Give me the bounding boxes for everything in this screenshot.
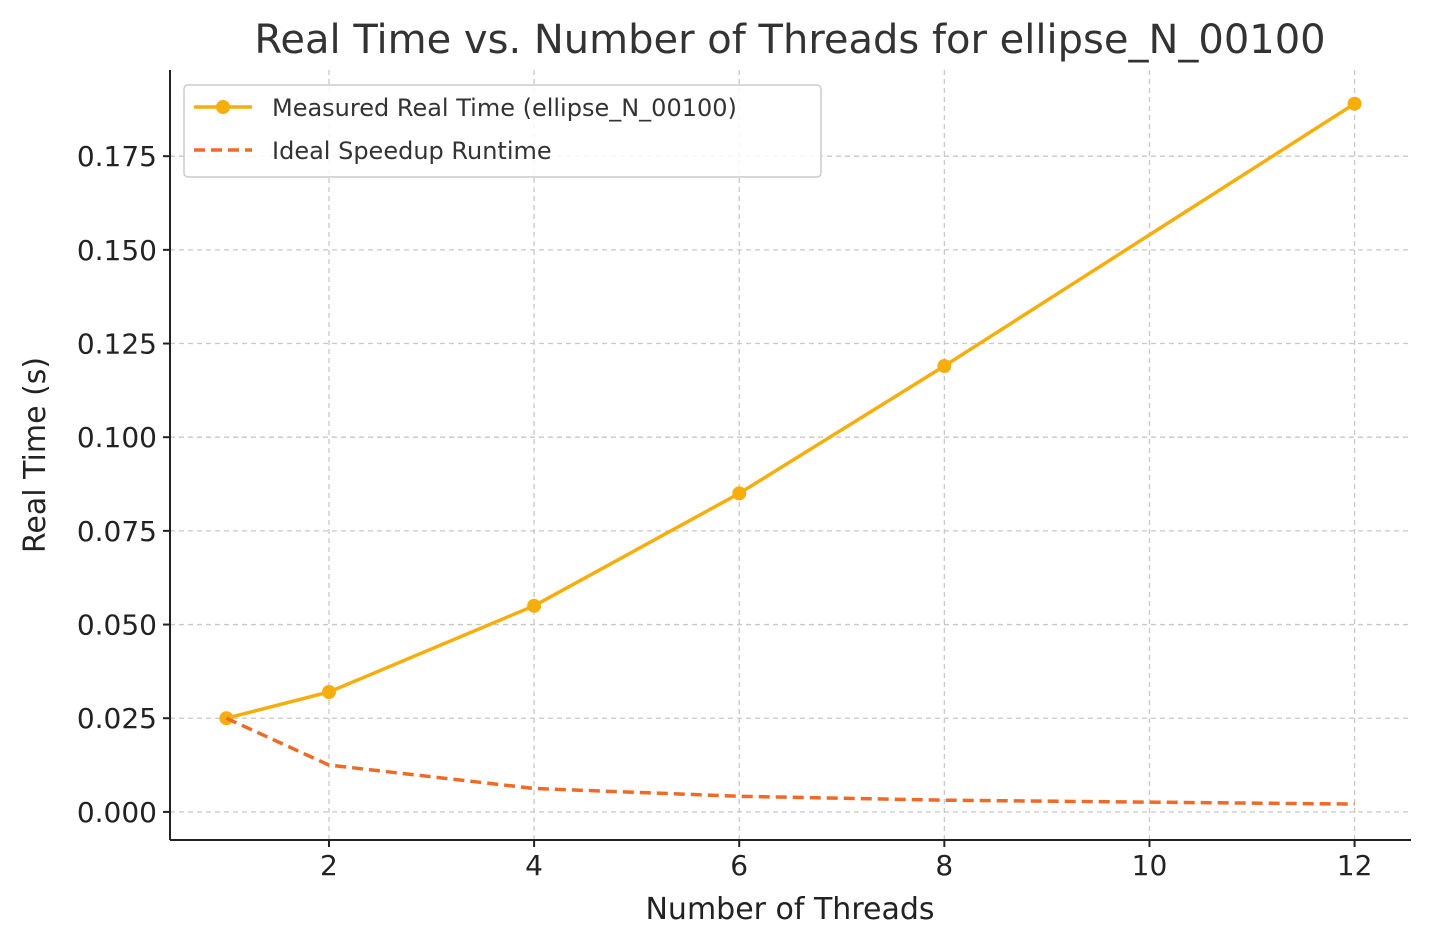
y-tick-label: 0.150 <box>77 234 157 267</box>
legend-marker-measured <box>216 100 230 114</box>
legend-label-ideal: Ideal Speedup Runtime <box>272 137 552 165</box>
measured-data-point <box>1347 96 1362 111</box>
y-axis-label: Real Time (s) <box>18 357 53 553</box>
x-tick-label: 12 <box>1337 849 1373 882</box>
measured-data-point <box>937 359 952 374</box>
x-tick-label: 6 <box>730 849 748 882</box>
grid-layer <box>170 70 1411 840</box>
x-tick-label: 2 <box>320 849 338 882</box>
x-tick-label: 4 <box>525 849 543 882</box>
series-layer <box>219 96 1362 806</box>
measured-data-point <box>732 486 747 501</box>
measured-real-time-line <box>225 102 1356 720</box>
y-tick-label: 0.125 <box>77 328 157 361</box>
legend-label-measured: Measured Real Time (ellipse_N_00100) <box>272 94 737 122</box>
x-axis-label: Number of Threads <box>645 892 934 927</box>
x-tick-label: 10 <box>1132 849 1168 882</box>
chart-title: Real Time vs. Number of Threads for elli… <box>254 17 1325 63</box>
ideal-speedup-line <box>225 716 1355 806</box>
x-tick-label: 8 <box>935 849 953 882</box>
y-tick-label: 0.175 <box>77 140 157 173</box>
y-tick-label: 0.100 <box>77 421 157 454</box>
legend: Measured Real Time (ellipse_N_00100) Ide… <box>183 84 822 178</box>
y-tick-label: 0.075 <box>77 515 157 548</box>
y-tick-label: 0.000 <box>77 796 157 829</box>
measured-data-point <box>527 598 542 613</box>
measured-data-point <box>321 684 336 699</box>
y-tick-label: 0.050 <box>77 609 157 642</box>
ticks-layer: 2 4 6 8 10 12 0.000 0.025 0.050 0.075 0.100 0.125 0.… <box>77 140 1373 882</box>
axes-layer <box>169 70 1411 841</box>
y-tick-label: 0.025 <box>77 702 157 735</box>
legend-frame <box>183 84 822 178</box>
